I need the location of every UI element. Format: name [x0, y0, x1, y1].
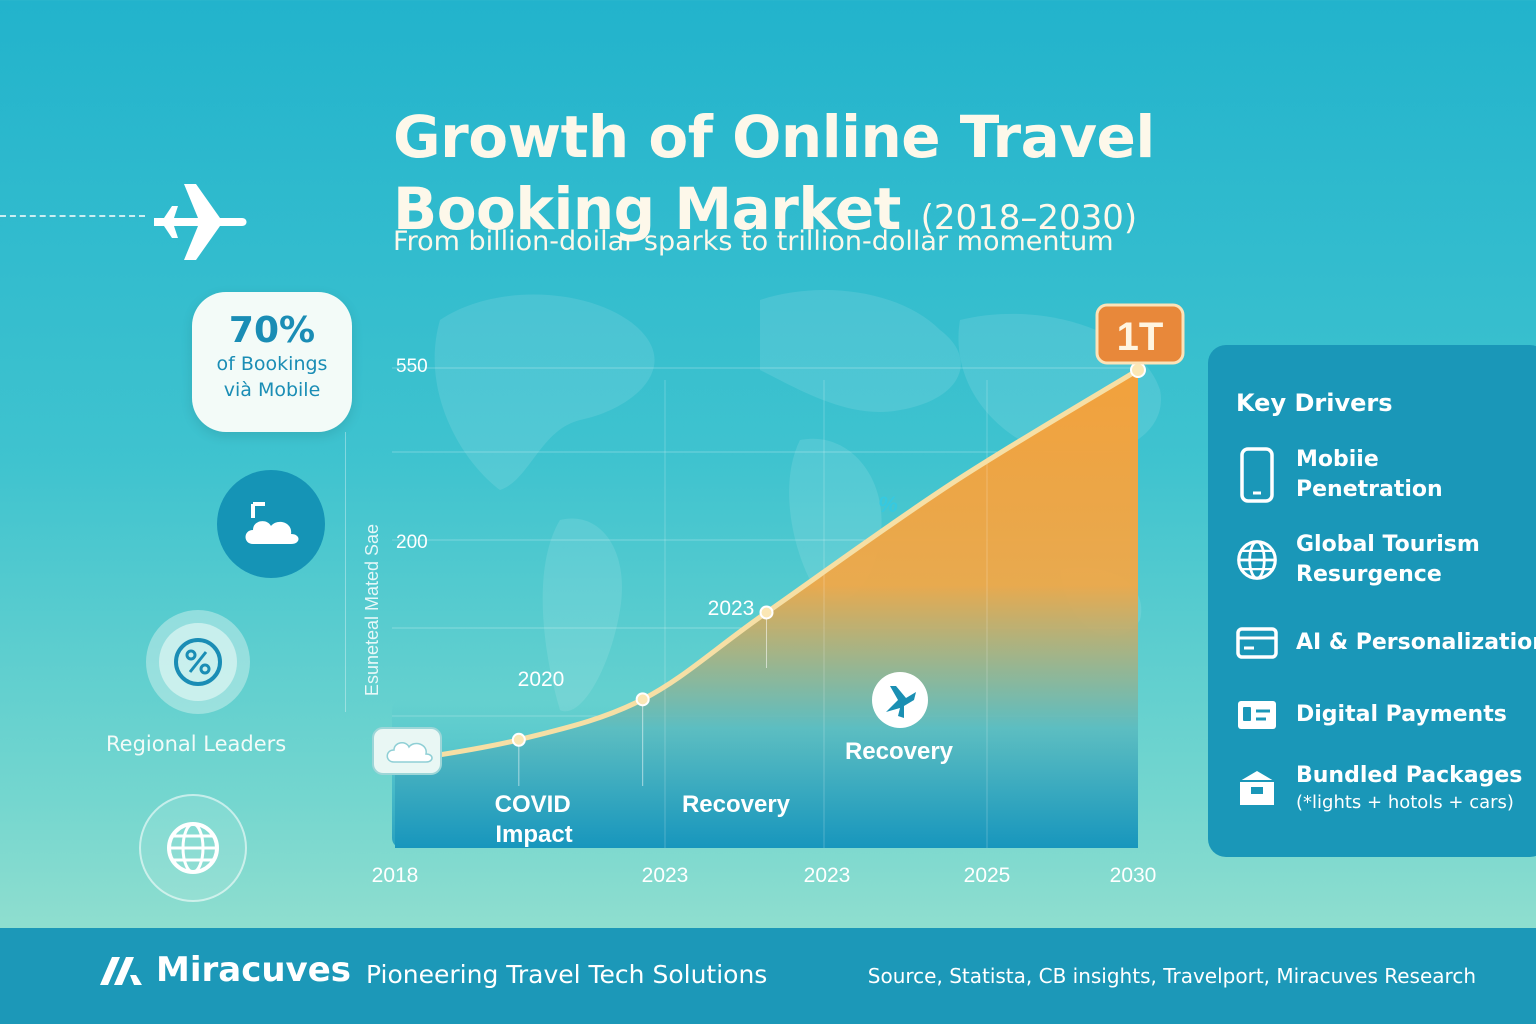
- y-axis-label: Esuneteal Mated Sae: [362, 524, 382, 696]
- driver-item: Global Tourism Resurgence: [1236, 530, 1480, 590]
- data-point: [635, 692, 650, 707]
- driver-label: Penetration: [1296, 477, 1443, 502]
- brand: Miracuves: [98, 950, 351, 990]
- percent-icon: [174, 638, 222, 686]
- driver-item: Digital Payments: [1236, 687, 1507, 743]
- driver-label: Mobiie: [1296, 447, 1379, 472]
- end-badge-label: 1T: [1117, 315, 1164, 359]
- driver-item: Mobiie Penetration: [1236, 445, 1443, 505]
- key-drivers-panel: Key Drivers Mobiie Penetration Global Tou…: [1208, 345, 1536, 857]
- mobile-stat-line-1: of Bookings: [216, 353, 328, 375]
- cloud-icon: [386, 742, 433, 763]
- x-tick-label: 2025: [964, 864, 1011, 887]
- source-note: Source, Statista, CB insights, Travelpor…: [867, 964, 1476, 988]
- footer: Miracuves Pioneering Travel Tech Solutio…: [0, 928, 1536, 1024]
- driver-item: Bundled Packages (*lights + hotols + cars…: [1236, 760, 1522, 816]
- marker-year-label: 2020: [518, 668, 565, 691]
- x-tick-label: 2023: [804, 864, 851, 887]
- driver-label: Digital Payments: [1296, 702, 1507, 727]
- plane-icon: [886, 686, 916, 718]
- covid-impact-label: COVID Impact: [495, 791, 578, 848]
- brand-name: Miracuves: [156, 950, 352, 990]
- recovery-plane-marker: [872, 672, 928, 728]
- x-tick-label: 2023: [642, 864, 689, 887]
- cloud-icon: [245, 502, 299, 544]
- data-point: [1130, 362, 1146, 378]
- y-tick-label: 200: [396, 532, 428, 553]
- package-icon: [1236, 760, 1278, 816]
- chart-title: Growth of Online Travel Booking Market (…: [393, 101, 1213, 254]
- title-line-1: Growth of Online Travel: [393, 102, 1155, 171]
- recovery-label: Recovery: [845, 738, 954, 765]
- key-drivers-heading: Key Drivers: [1236, 389, 1393, 417]
- smartphone-icon: [1236, 447, 1278, 503]
- title-years: (2018–2030): [920, 197, 1138, 238]
- card-icon: [1236, 615, 1278, 671]
- globe-icon: [167, 822, 219, 874]
- globe-icon: [1236, 532, 1278, 588]
- data-point: [759, 605, 774, 620]
- miracuves-logo-icon: [100, 957, 142, 985]
- recovery-label: Recovery: [682, 791, 791, 818]
- footer-tagline: Pioneering Travel Tech Solutions: [366, 960, 768, 989]
- area-fill: [395, 370, 1138, 848]
- driver-item: AI & Personalization: [1236, 615, 1536, 671]
- globe-badge: [139, 794, 247, 902]
- cloud-badge: [217, 470, 325, 578]
- start-cloud-marker: [372, 727, 442, 775]
- regional-leaders-label: Regional Leaders: [106, 732, 287, 756]
- mobile-stat-value: 70%: [228, 310, 316, 351]
- end-value-badge: 1T: [1095, 303, 1185, 365]
- driver-label: Bundled Packages: [1296, 763, 1523, 788]
- plane-trail: [0, 215, 145, 217]
- mobile-bookings-card: 70% of Bookings vià Mobile: [192, 292, 352, 432]
- percent-badge: [146, 610, 250, 714]
- driver-label: Global Tourism: [1296, 532, 1480, 557]
- x-tick-label: 2018: [372, 864, 419, 887]
- driver-note: (*lights + hotols + cars): [1296, 792, 1514, 813]
- chart-subtitle: From billion-doilar sparks to trillion-d…: [393, 226, 1114, 257]
- vertical-gridlines: [664, 380, 988, 848]
- data-point: [511, 732, 526, 747]
- y-tick-label: 550: [396, 356, 428, 377]
- payment-icon: [1236, 687, 1278, 743]
- driver-label: Resurgence: [1296, 562, 1442, 587]
- marker-year-label: 2023: [708, 597, 755, 620]
- marker-year-label: %: [878, 492, 898, 517]
- title-line-2: Booking Market: [393, 174, 901, 243]
- x-tick-label: 2030: [1110, 864, 1157, 887]
- plane-icon: [154, 184, 247, 260]
- connector-line: [345, 432, 346, 712]
- driver-label: AI & Personalization: [1296, 630, 1536, 655]
- mobile-stat-line-2: vià Mobile: [223, 379, 321, 401]
